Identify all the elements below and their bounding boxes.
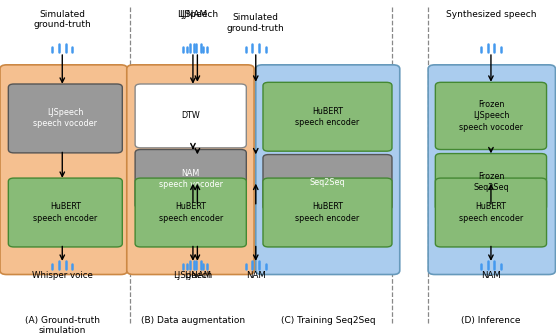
Text: Simulated
ground-truth: Simulated ground-truth: [33, 10, 91, 30]
Text: Frozen
Seq2Seq: Frozen Seq2Seq: [473, 172, 509, 192]
Text: HuBERT
speech encoder: HuBERT speech encoder: [459, 203, 523, 222]
FancyBboxPatch shape: [135, 150, 246, 208]
Text: (D) Inference: (D) Inference: [461, 316, 521, 325]
Text: HuBERT
speech encoder: HuBERT speech encoder: [295, 107, 360, 127]
FancyBboxPatch shape: [428, 65, 555, 275]
FancyBboxPatch shape: [435, 82, 547, 150]
Text: Whisper voice: Whisper voice: [32, 271, 93, 281]
FancyBboxPatch shape: [8, 84, 122, 153]
Text: HuBERT
speech encoder: HuBERT speech encoder: [33, 203, 97, 222]
FancyBboxPatch shape: [8, 178, 122, 247]
Text: Simulated
ground-truth: Simulated ground-truth: [227, 13, 285, 33]
Text: LJSpeech: LJSpeech: [177, 10, 218, 19]
FancyBboxPatch shape: [135, 178, 246, 247]
Text: LJNAM: LJNAM: [184, 271, 211, 281]
Text: LJNAM: LJNAM: [179, 10, 207, 19]
Text: Frozen
LJSpeech
speech vocoder: Frozen LJSpeech speech vocoder: [459, 100, 523, 131]
FancyBboxPatch shape: [263, 178, 392, 247]
Text: NAM: NAM: [246, 271, 266, 281]
Text: NAM
speech vocoder: NAM speech vocoder: [158, 169, 223, 189]
Text: (C) Training Seq2Seq: (C) Training Seq2Seq: [281, 316, 375, 325]
Text: (A) Ground-truth
simulation: (A) Ground-truth simulation: [25, 316, 100, 335]
FancyBboxPatch shape: [256, 65, 400, 275]
FancyBboxPatch shape: [0, 65, 127, 275]
FancyBboxPatch shape: [135, 84, 246, 148]
Text: LJSpeech
speech vocoder: LJSpeech speech vocoder: [33, 109, 97, 128]
FancyBboxPatch shape: [127, 65, 254, 275]
FancyBboxPatch shape: [263, 82, 392, 151]
FancyBboxPatch shape: [435, 154, 547, 210]
Text: DTW: DTW: [181, 112, 200, 120]
Text: NAM: NAM: [481, 271, 501, 281]
Text: HuBERT
speech encoder: HuBERT speech encoder: [295, 203, 360, 222]
FancyBboxPatch shape: [263, 155, 392, 210]
Text: LJSpeech: LJSpeech: [173, 271, 212, 281]
FancyBboxPatch shape: [435, 178, 547, 247]
Text: (B) Data augmentation: (B) Data augmentation: [141, 316, 245, 325]
Text: Synthesized speech: Synthesized speech: [446, 10, 536, 19]
Text: Seq2Seq: Seq2Seq: [310, 178, 345, 187]
Text: HuBERT
speech encoder: HuBERT speech encoder: [158, 203, 223, 222]
